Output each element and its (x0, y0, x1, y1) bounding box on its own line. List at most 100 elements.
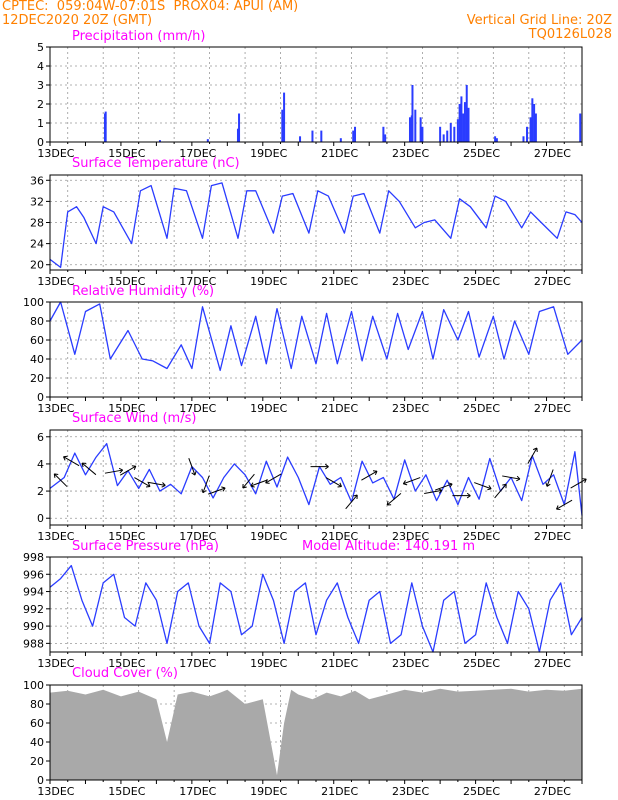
wind-arrow (546, 469, 554, 487)
precip-bar (531, 98, 534, 142)
rh-ytick-label: 0 (37, 391, 44, 404)
wind-arrow-head (118, 467, 124, 474)
wind-arrow-head (502, 483, 507, 489)
wind-arrow-head (372, 470, 378, 476)
precip-bar (419, 117, 422, 142)
cloud-xtick-label: 21DEC (321, 785, 358, 798)
wind-xtick-label: 19DEC (250, 530, 287, 543)
wind-arrow-head (53, 473, 59, 478)
precip-bar (158, 140, 161, 142)
pres-ytick-label: 992 (23, 603, 44, 616)
wind-arrow-head (161, 482, 166, 488)
precip-bar (382, 126, 385, 142)
pres-ytick-label: 998 (23, 551, 44, 564)
wind-arrow (63, 456, 80, 467)
wind-xtick-label: 21DEC (321, 530, 358, 543)
precip-bar (283, 92, 286, 142)
temp-xtick-label: 23DEC (392, 275, 429, 288)
wind-xtick-label: 27DEC (534, 530, 571, 543)
cloud-xtick-label: 23DEC (392, 785, 429, 798)
cloud-xtick-label: 15DEC (108, 785, 145, 798)
precip-xtick-label: 13DEC (37, 147, 74, 160)
temp-ytick-label: 36 (30, 174, 44, 187)
pres-ytick-label: 988 (23, 637, 44, 650)
wind-arrow (104, 469, 123, 474)
temp-series-line (49, 182, 583, 269)
wind-arrow-head (265, 479, 270, 484)
wind-arrow-head (466, 492, 471, 499)
wind-arrow (502, 475, 521, 480)
pres-xtick-label: 13DEC (37, 657, 74, 670)
wind-title: Surface Wind (m/s) (72, 411, 197, 426)
temp-title: Surface Temperature (nC) (72, 156, 240, 171)
wind-arrow (53, 473, 68, 487)
wind-arrow-head (337, 482, 342, 488)
wind-arrow-head (386, 500, 392, 506)
cloud-title: Cloud Cover (%) (72, 666, 178, 681)
precip-bar (384, 134, 387, 142)
precip-xtick-label: 25DEC (463, 147, 500, 160)
precip-ytick-label: 4 (37, 60, 44, 73)
rh-ytick-label: 100 (23, 296, 44, 309)
temp-ytick-label: 24 (30, 238, 44, 251)
wind-arrow-head (81, 462, 87, 468)
cloud-xtick-label: 17DEC (179, 785, 216, 798)
wind-arrow-head (221, 486, 226, 492)
precip-bar (282, 119, 285, 142)
wind-arrow-head (402, 480, 408, 486)
precip-bar (236, 128, 239, 142)
wind-arrow-head (325, 463, 329, 470)
precip-xtick-label: 19DEC (250, 147, 287, 160)
wind-ytick-label: 0 (37, 512, 44, 525)
wind-series-line (49, 442, 583, 516)
precip-bar (446, 130, 449, 142)
wind-arrow-head (556, 505, 561, 511)
precip-ytick-label: 5 (37, 41, 44, 54)
wind-ytick-label: 2 (37, 485, 44, 498)
wind-xtick-label: 25DEC (463, 530, 500, 543)
header-grid-line: Vertical Grid Line: 20Z (466, 13, 612, 28)
rh-xtick-label: 13DEC (37, 402, 74, 415)
precip-title: Precipitation (mm/h) (72, 29, 206, 44)
temp-xtick-label: 27DEC (534, 275, 571, 288)
pres-ytick-label: 994 (23, 586, 44, 599)
wind-arrow (527, 447, 538, 464)
wind-arrow (570, 478, 587, 489)
rh-xtick-label: 23DEC (392, 402, 429, 415)
precip-bar (408, 117, 411, 142)
precip-bar (526, 126, 529, 142)
header-model-id: TQ0126L028 (528, 27, 612, 42)
precip-ytick-label: 1 (37, 117, 44, 130)
precip-bar (352, 130, 355, 142)
wind-arrow (361, 470, 378, 481)
cloud-xtick-label: 27DEC (534, 785, 571, 798)
pres-xtick-label: 15DEC (108, 657, 145, 670)
cloud-area (50, 688, 582, 780)
cloud-ytick-label: 0 (37, 774, 44, 787)
cloud-xtick-label: 25DEC (463, 785, 500, 798)
precip-xtick-label: 17DEC (179, 147, 216, 160)
rh-ytick-label: 40 (30, 353, 44, 366)
wind-arrow (435, 483, 453, 491)
precip-bar (354, 126, 357, 142)
rh-xtick-label: 27DEC (534, 402, 571, 415)
precip-xtick-label: 21DEC (321, 147, 358, 160)
wind-ytick-label: 4 (37, 458, 44, 471)
precip-bar (534, 113, 537, 142)
wind-arrow-head (545, 482, 551, 487)
wind-arrow-head (242, 483, 247, 489)
precip-bar (495, 138, 498, 142)
wind-arrow (202, 475, 210, 493)
temp-xtick-label: 15DEC (108, 275, 145, 288)
header-date-line: 12DEC2020 20Z (GMT) (2, 13, 153, 28)
precip-xtick-label: 27DEC (534, 147, 571, 160)
wind-arrow-head (131, 465, 137, 471)
precip-bar (462, 113, 465, 142)
header-station-line: CPTEC: 059:04W-07:01S PROX04: APUI (AM) (2, 0, 299, 14)
precip-bar (449, 123, 452, 142)
wind-arrow (325, 477, 342, 487)
temp-ytick-label: 28 (30, 217, 44, 230)
wind-arrow-head (582, 478, 587, 483)
precip-bar (467, 107, 470, 142)
wind-ytick-label: 6 (37, 431, 44, 444)
